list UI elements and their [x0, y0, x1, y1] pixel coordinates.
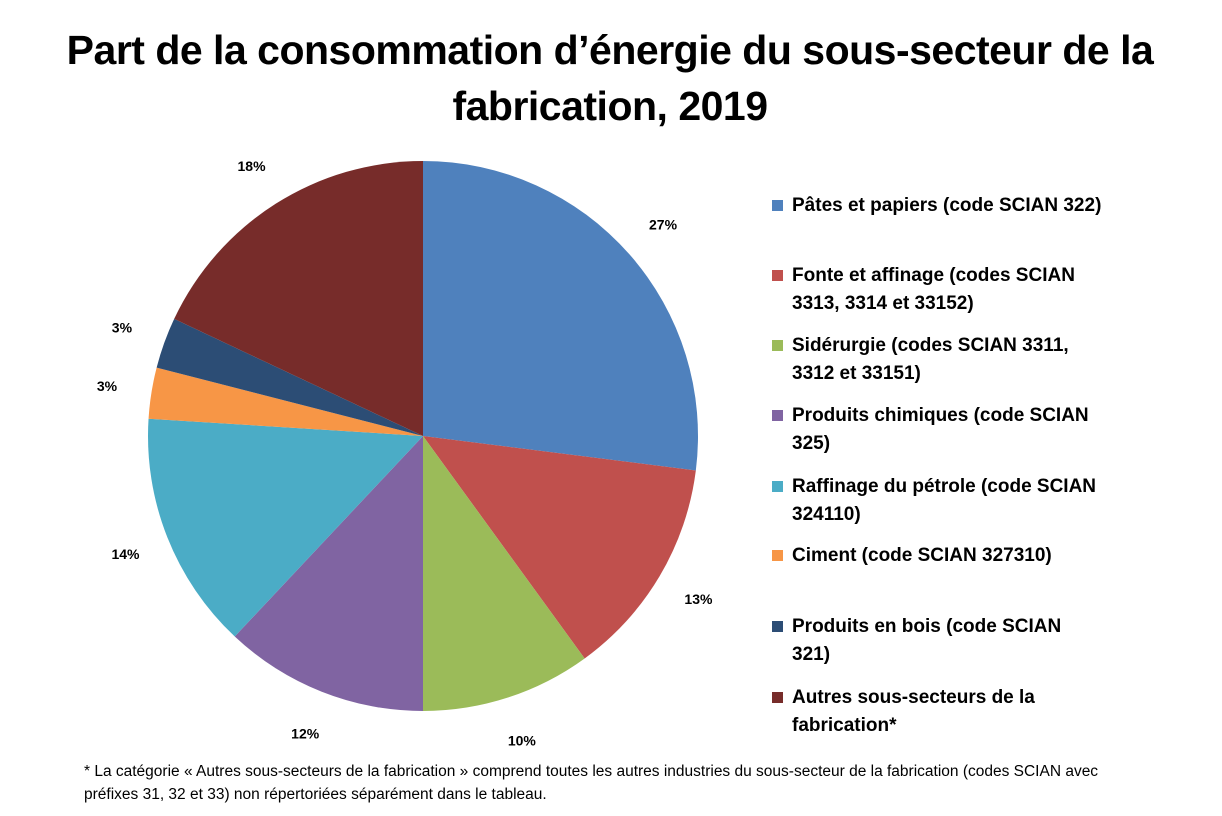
- legend-label: Sidérurgie (codes SCIAN 3311, 3312 et 33…: [792, 335, 1069, 384]
- legend-swatch: [772, 200, 783, 211]
- legend-item-siderurgie: Sidérurgie (codes SCIAN 3311, 3312 et 33…: [772, 332, 1102, 388]
- legend-swatch: [772, 692, 783, 703]
- legend-item-produits-chimiques: Produits chimiques (code SCIAN 325): [772, 402, 1102, 458]
- legend-swatch: [772, 481, 783, 492]
- legend-swatch: [772, 410, 783, 421]
- pie-slice: [156, 318, 423, 436]
- pie-slice: [148, 367, 423, 436]
- legend-item-autres: Autres sous-secteurs de la fabrication*: [772, 684, 1102, 740]
- pie-data-label: 27%: [649, 216, 678, 232]
- pie-slice: [423, 161, 698, 471]
- legend-label: Fonte et affinage (codes SCIAN 3313, 331…: [792, 265, 1075, 314]
- legend-swatch: [772, 270, 783, 281]
- legend-label: Ciment (code SCIAN 327310): [792, 545, 1052, 566]
- pie-slice: [148, 418, 423, 637]
- pie-data-label: 3%: [112, 320, 133, 336]
- legend-label: Autres sous-secteurs de la fabrication*: [792, 687, 1035, 736]
- legend-swatch: [772, 621, 783, 632]
- legend-item-raffinage-petrole: Raffinage du pétrole (code SCIAN 324110): [772, 473, 1102, 529]
- pie-data-label: 13%: [684, 591, 713, 607]
- pie-slice: [174, 160, 423, 436]
- pie-data-label: 18%: [238, 158, 267, 174]
- legend-item-fonte-affinage: Fonte et affinage (codes SCIAN 3313, 331…: [772, 262, 1102, 318]
- legend-label: Produits chimiques (code SCIAN 325): [792, 405, 1089, 454]
- legend-label: Raffinage du pétrole (code SCIAN 324110): [792, 476, 1097, 525]
- legend-swatch: [772, 340, 783, 351]
- legend-label: Pâtes et papiers (code SCIAN 322): [792, 195, 1102, 216]
- legend-label: Produits en bois (code SCIAN 321): [792, 616, 1062, 665]
- pie-slice: [423, 436, 696, 659]
- pie-data-label: 14%: [111, 546, 140, 562]
- legend-item-pates-papiers: Pâtes et papiers (code SCIAN 322): [772, 192, 1102, 220]
- pie-data-label: 3%: [97, 378, 118, 394]
- legend-item-produits-bois: Produits en bois (code SCIAN 321): [772, 613, 1102, 669]
- footnote: * La catégorie « Autres sous-secteurs de…: [84, 763, 1099, 803]
- legend-item-ciment: Ciment (code SCIAN 327310): [772, 542, 1102, 570]
- chart-title: Part de la consommation d’énergie du sou…: [66, 27, 1154, 129]
- pie-data-label: 10%: [508, 732, 537, 748]
- legend-swatch: [772, 550, 783, 561]
- pie-slice: [423, 436, 585, 711]
- pie-data-label: 12%: [291, 726, 320, 742]
- pie-slice: [234, 436, 423, 711]
